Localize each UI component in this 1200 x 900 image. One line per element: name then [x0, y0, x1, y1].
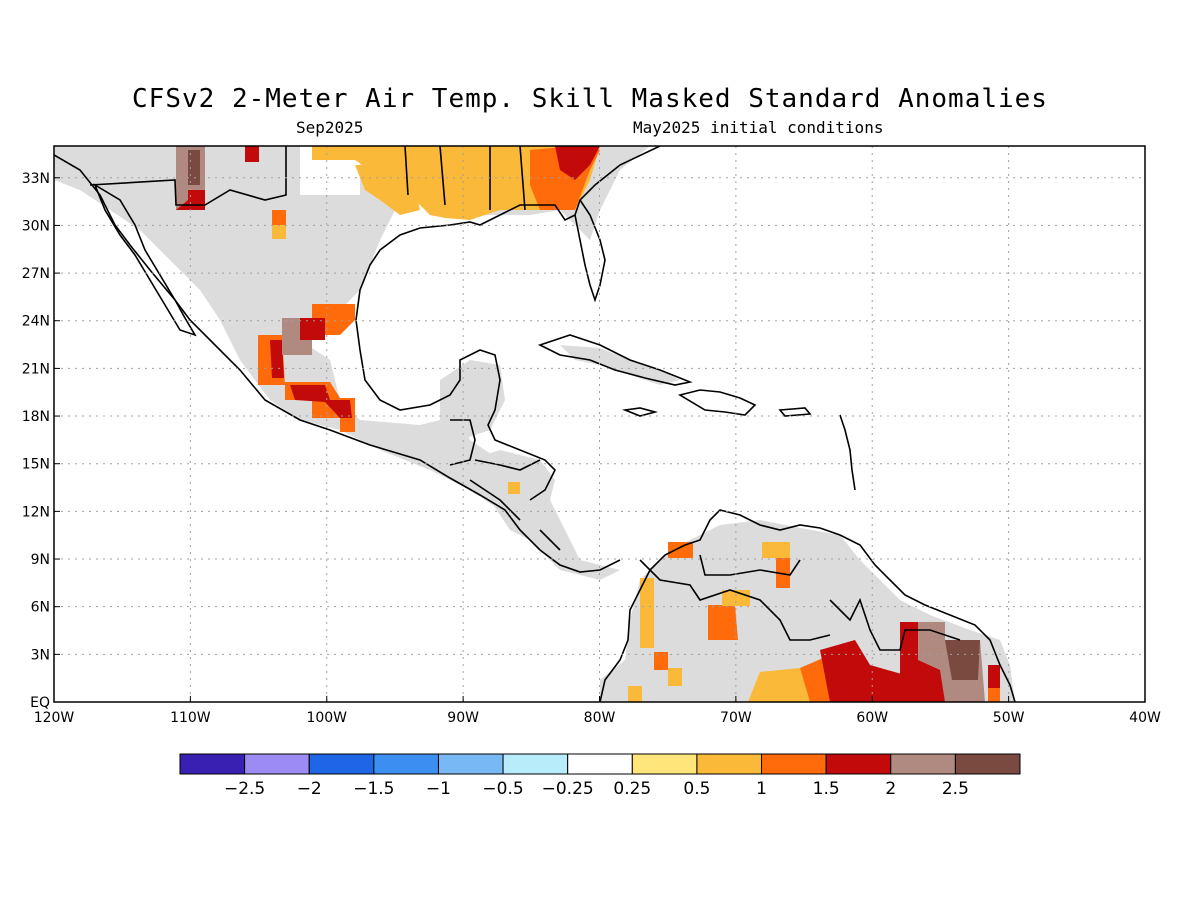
latitude-tick-label: 24N	[22, 314, 50, 330]
longitude-tick-label: 110W	[170, 710, 211, 726]
masked-land-layer	[54, 146, 1015, 702]
colorbar-label: 0.25	[613, 779, 651, 799]
latitude-tick-label: 33N	[22, 171, 50, 187]
longitude-tick-label: 120W	[34, 710, 75, 726]
longitude-tick-label: 60W	[856, 710, 888, 726]
initial-conditions-label: May2025 initial conditions	[633, 118, 884, 137]
colorbar-swatch	[179, 753, 246, 775]
longitude-tick-label: 40W	[1129, 710, 1161, 726]
latitude-tick-label: 27N	[22, 266, 50, 282]
colorbar-label: 0.5	[683, 779, 710, 799]
colorbar-swatch	[244, 753, 310, 775]
colorbar-swatch	[890, 753, 956, 775]
coastline-layer	[54, 146, 1016, 702]
colorbar-label: −1	[426, 779, 451, 799]
longitude-axis: 120W 110W 100W 90W 80W 70W 60W 50W 40W	[34, 696, 1161, 726]
colorbar-label: 2.5	[942, 779, 969, 799]
colorbar-label: 1.5	[813, 779, 840, 799]
colorbar-label: −1.5	[353, 779, 394, 799]
colorbar-label: −0.25	[542, 779, 594, 799]
latitude-tick-label: 21N	[22, 361, 50, 377]
map-plot-area	[54, 146, 1145, 702]
colorbar: −2.5 −2 −1.5 −1 −0.5 −0.25 0.25 0.5 1 1.5 2 2.5	[179, 753, 1021, 799]
colorbar-label: −0.5	[482, 779, 523, 799]
longitude-tick-label: 90W	[447, 710, 479, 726]
valid-month-label: Sep2025	[296, 118, 364, 137]
colorbar-label: −2	[297, 779, 322, 799]
anomaly-layer	[176, 146, 1000, 702]
latitude-tick-label: 18N	[22, 409, 50, 425]
colorbar-swatch	[502, 753, 569, 775]
map-title: CFSv2 2-Meter Air Temp. Skill Masked Sta…	[132, 84, 1048, 114]
colorbar-swatch	[631, 753, 698, 775]
latitude-tick-label: 3N	[31, 647, 50, 663]
colorbar-swatch	[761, 753, 827, 775]
colorbar-swatch	[825, 753, 892, 775]
colorbar-swatch	[696, 753, 763, 775]
gridlines	[54, 146, 1145, 702]
longitude-tick-label: 100W	[306, 710, 347, 726]
colorbar-label: −2.5	[224, 779, 265, 799]
latitude-tick-label: 12N	[22, 504, 50, 520]
latitude-tick-label: 15N	[22, 457, 50, 473]
colorbar-swatch	[954, 753, 1021, 775]
longitude-tick-label: 80W	[584, 710, 616, 726]
longitude-tick-label: 70W	[720, 710, 752, 726]
colorbar-label: 1	[756, 779, 767, 799]
latitude-tick-label: 9N	[31, 552, 50, 568]
colorbar-swatch	[373, 753, 439, 775]
colorbar-swatch	[567, 753, 633, 775]
longitude-tick-label: 50W	[993, 710, 1025, 726]
latitude-axis: EQ 3N 6N 9N 12N 15N 18N 21N 24N 27N 30N 33N	[22, 171, 60, 711]
colorbar-swatch	[437, 753, 504, 775]
latitude-tick-label: EQ	[30, 695, 50, 711]
colorbar-swatch	[308, 753, 375, 775]
latitude-tick-label: 30N	[22, 218, 50, 234]
latitude-tick-label: 6N	[31, 600, 50, 616]
colorbar-label: 2	[885, 779, 896, 799]
